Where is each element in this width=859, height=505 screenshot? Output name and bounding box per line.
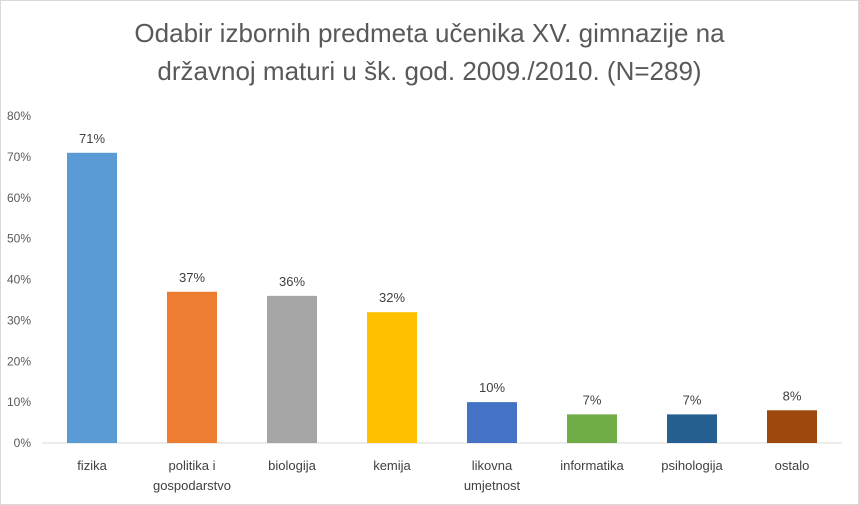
data-label: 10% (479, 380, 505, 395)
data-label: 8% (783, 388, 802, 403)
bar (467, 402, 517, 443)
category-labels: fizika politika i gospodarstvo biologija kem… (77, 458, 809, 493)
category-label: likovna (472, 458, 513, 473)
data-label: 7% (683, 392, 702, 407)
bar (267, 295, 317, 443)
category-label: umjetnost (464, 478, 521, 493)
y-tick-label: 60% (7, 191, 31, 205)
y-tick-label: 0% (14, 436, 32, 450)
y-tick-label: 10% (7, 395, 31, 409)
category-label: politika i (169, 458, 216, 473)
data-label: 37% (179, 270, 205, 285)
data-label: 71% (79, 131, 105, 146)
y-tick-label: 20% (7, 354, 31, 368)
data-label: 7% (583, 392, 602, 407)
y-tick-label: 30% (7, 313, 31, 327)
chart-title-line-1: Odabir izbornih predmeta učenika XV. gim… (134, 18, 725, 48)
category-label: gospodarstvo (153, 478, 231, 493)
y-tick-label: 80% (7, 109, 31, 123)
category-label: kemija (373, 458, 411, 473)
bar (367, 312, 417, 443)
bars (67, 152, 817, 443)
data-label: 36% (279, 274, 305, 289)
data-labels: 71% 37% 36% 32% 10% 7% 7% 8% (79, 131, 802, 408)
bar (567, 414, 617, 443)
bar (667, 414, 717, 443)
data-label: 32% (379, 290, 405, 305)
bar (167, 291, 217, 443)
bar (67, 152, 117, 443)
bar (767, 410, 817, 443)
category-label: ostalo (775, 458, 810, 473)
category-label: informatika (560, 458, 624, 473)
category-label: psihologija (661, 458, 723, 473)
category-label: fizika (77, 458, 107, 473)
y-axis-ticks: 0% 10% 20% 30% 40% 50% 60% 70% 80% (7, 109, 31, 450)
chart-title: Odabir izbornih predmeta učenika XV. gim… (0, 14, 859, 90)
y-tick-label: 50% (7, 232, 31, 246)
chart-title-line-2: državnoj maturi u šk. god. 2009./2010. (… (157, 56, 702, 86)
y-tick-label: 70% (7, 150, 31, 164)
y-tick-label: 40% (7, 273, 31, 287)
category-label: biologija (268, 458, 316, 473)
